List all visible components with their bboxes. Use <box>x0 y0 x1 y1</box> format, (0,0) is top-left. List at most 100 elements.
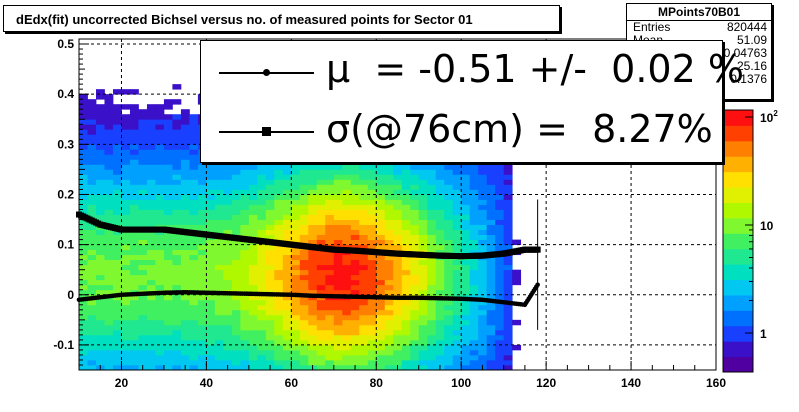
heatmap-cell <box>163 349 173 356</box>
heatmap-cell <box>333 209 343 215</box>
heatmap-cell <box>129 349 139 356</box>
heatmap-cell <box>163 359 173 366</box>
heatmap-cell <box>138 194 148 200</box>
heatmap-cell <box>95 269 105 276</box>
heatmap-cell <box>138 249 148 256</box>
heatmap-cell <box>495 199 505 205</box>
heatmap-cell <box>376 179 386 185</box>
heatmap-cell <box>240 199 250 205</box>
heatmap-cell <box>231 334 241 341</box>
heatmap-cell <box>172 359 182 366</box>
heatmap-cell <box>308 164 318 170</box>
heatmap-cell <box>197 224 207 230</box>
palette-swatch <box>723 217 753 234</box>
heatmap-cell <box>121 249 131 256</box>
heatmap-cell <box>410 199 420 205</box>
heatmap-cell <box>180 259 190 266</box>
heatmap-cell <box>376 269 386 276</box>
heatmap-cell <box>223 204 233 210</box>
heatmap-cell <box>393 174 403 180</box>
heatmap-cell <box>112 244 122 251</box>
heatmap-cell <box>452 179 462 185</box>
heatmap-cell <box>95 109 105 115</box>
heatmap-cell <box>376 299 386 306</box>
heatmap-cell <box>155 314 165 321</box>
heatmap-cell <box>240 214 250 220</box>
heatmap-cell <box>95 299 105 306</box>
stats-value: 25.16 <box>736 59 767 73</box>
heatmap-cell <box>206 204 216 210</box>
heatmap-cell <box>155 134 165 140</box>
heatmap-cell <box>495 359 505 366</box>
heatmap-cell <box>333 324 343 331</box>
heatmap-cell <box>112 184 122 190</box>
heatmap-cell <box>393 289 403 296</box>
heatmap-cell <box>112 149 122 155</box>
heatmap-cell <box>104 164 114 170</box>
heatmap-cell <box>427 314 437 321</box>
heatmap-cell <box>367 304 377 311</box>
heatmap-cell <box>206 294 216 301</box>
heatmap-cell <box>248 164 258 170</box>
heatmap-cell <box>325 329 335 336</box>
heatmap-cell <box>461 244 471 251</box>
heatmap-cell <box>121 364 131 371</box>
heatmap-cell <box>359 349 369 356</box>
heatmap-cell <box>180 224 190 230</box>
heatmap-cell <box>299 189 309 195</box>
heatmap-cell <box>350 304 360 311</box>
heatmap-cell <box>393 334 403 341</box>
heatmap-cell <box>452 219 462 225</box>
heatmap-cell <box>79 114 88 120</box>
heatmap-cell <box>418 239 428 246</box>
heatmap-cell <box>206 354 216 361</box>
heatmap-cell <box>325 204 335 210</box>
heatmap-cell <box>282 339 292 346</box>
heatmap-cell <box>129 234 139 241</box>
heatmap-cell <box>495 334 505 341</box>
heatmap-cell <box>87 309 97 316</box>
heatmap-cell <box>189 114 199 120</box>
heatmap-cell <box>265 279 275 286</box>
heatmap-cell <box>384 219 394 225</box>
heatmap-cell <box>486 229 496 235</box>
heatmap-cell <box>308 224 318 230</box>
heatmap-cell <box>180 294 190 301</box>
heatmap-cell <box>495 174 505 180</box>
heatmap-cell <box>274 164 284 170</box>
heatmap-cell <box>265 314 275 321</box>
heatmap-cell <box>163 259 173 266</box>
heatmap-cell <box>308 279 318 286</box>
heatmap-cell <box>214 214 224 220</box>
heatmap-cell <box>231 339 241 346</box>
heatmap-cell <box>384 259 394 266</box>
heatmap-cell <box>274 324 284 331</box>
heatmap-cell <box>401 344 411 351</box>
heatmap-cell <box>291 164 301 170</box>
heatmap-cell <box>435 319 445 326</box>
heatmap-cell <box>121 254 131 261</box>
heatmap-cell <box>95 124 105 130</box>
heatmap-cell <box>87 184 97 190</box>
heatmap-cell <box>333 189 343 195</box>
heatmap-cell <box>282 269 292 276</box>
heatmap-cell <box>333 184 343 190</box>
heatmap-cell <box>189 319 199 326</box>
heatmap-cell <box>172 304 182 311</box>
heatmap-cell <box>401 329 411 336</box>
heatmap-cell <box>435 289 445 296</box>
heatmap-cell <box>248 229 258 235</box>
heatmap-cell <box>265 199 275 205</box>
heatmap-cell <box>138 114 148 120</box>
heatmap-cell <box>197 204 207 210</box>
heatmap-cell <box>461 349 471 356</box>
heatmap-cell <box>248 364 258 371</box>
heatmap-cell <box>231 264 241 271</box>
heatmap-cell <box>418 299 428 306</box>
heatmap-cell <box>291 299 301 306</box>
heatmap-cell <box>291 274 301 281</box>
heatmap-cell <box>333 169 343 175</box>
heatmap-cell <box>180 254 190 261</box>
heatmap-cell <box>282 229 292 235</box>
heatmap-cell <box>308 284 318 291</box>
